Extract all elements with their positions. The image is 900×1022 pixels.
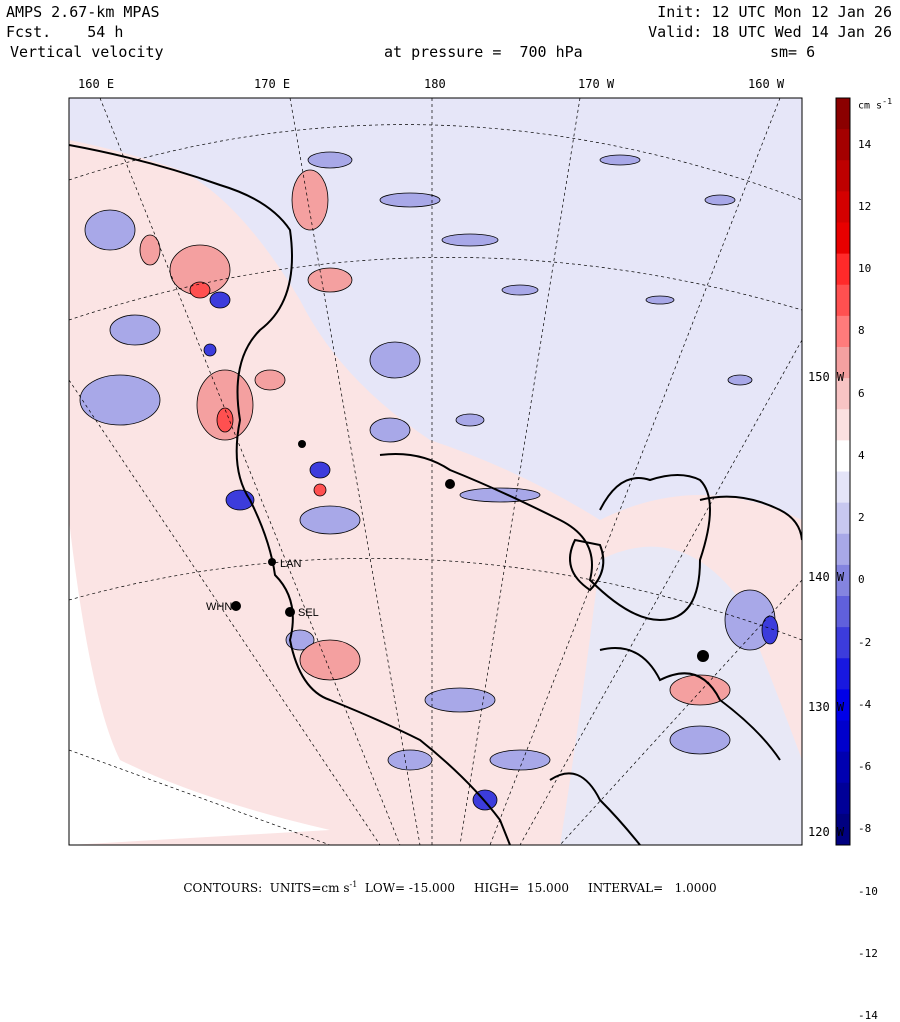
contour-info: CONTOURS: UNITS=cm s-1 LOW= -15.000 HIGH… [183, 880, 717, 895]
colorbar-swatch [836, 347, 850, 379]
station-label-whn: WHN [206, 601, 232, 613]
lat-label-140w: 140 W [808, 570, 845, 584]
colorbar-swatch [836, 782, 850, 815]
colorbar-units: cm s-1 [858, 96, 893, 112]
colorbar-swatch [836, 440, 850, 472]
colorbar-tick-label: -4 [858, 697, 872, 711]
colorbar-tick-label: 2 [858, 511, 865, 525]
colorbar-tick-label: -14 [858, 1009, 878, 1022]
lon-label-180: 180 [424, 77, 446, 91]
colorbar-tick-label: 6 [858, 386, 865, 400]
station-label-sel: SEL [298, 607, 319, 619]
colorbar-tick-label: -6 [858, 760, 872, 774]
station-label-lan: LAN [280, 558, 301, 570]
station-markers [231, 440, 709, 662]
colorbar-swatch [836, 720, 850, 753]
colorbar-tick-label: -10 [858, 884, 878, 898]
map-field: LAN WHN SEL [69, 98, 802, 845]
colorbar-swatch [836, 191, 850, 223]
colorbar-swatch [836, 502, 850, 535]
station-dot-sel [285, 607, 295, 617]
colorbar-tick-label: -12 [858, 946, 878, 960]
smoothing: sm= 6 [770, 43, 816, 61]
graticule [69, 98, 802, 845]
colorbar-swatch [836, 98, 850, 130]
lon-label-160w: 160 W [748, 77, 785, 91]
colorbar-swatch [836, 627, 850, 659]
init-time: Init: 12 UTC Mon 12 Jan 26 [657, 3, 892, 21]
colorbar-swatch [836, 160, 850, 192]
lat-label-120w: 120 W [808, 825, 845, 839]
colorbar-swatch [836, 284, 850, 317]
station-dot-north [298, 440, 306, 448]
lon-label-160e: 160 E [78, 77, 115, 91]
colorbar-tick-label: -2 [858, 635, 872, 649]
colorbar-tick-label: 0 [858, 573, 865, 587]
colorbar-tick-label: 12 [858, 199, 872, 213]
model-title: AMPS 2.67-km MPAS [6, 3, 160, 21]
strong-up-cores [189, 281, 327, 497]
colorbar-swatch [836, 253, 850, 286]
colorbar-swatch [836, 564, 850, 597]
colorbar-swatch [836, 533, 850, 566]
colorbar-frame [835, 97, 851, 846]
forecast-hour: Fcst. 54 h [6, 23, 124, 41]
station-dot-lan [268, 558, 276, 566]
vertical-velocity-map: LAN WHN SEL [68, 97, 851, 846]
ice-region [69, 520, 330, 845]
colorbar-tick-label: 14 [858, 137, 872, 151]
lon-label-170e: 170 E [254, 77, 291, 91]
colorbar [836, 98, 850, 846]
red-contours [139, 169, 731, 706]
plot-frame [68, 97, 803, 846]
lat-label-130w: 130 W [808, 700, 845, 714]
field-name: Vertical velocity [10, 43, 164, 61]
colorbar-swatch [836, 596, 850, 628]
colorbar-swatch [836, 751, 850, 784]
ocean-region [69, 98, 802, 520]
coastline [69, 144, 802, 845]
blue-contours [79, 151, 776, 771]
colorbar-swatch [836, 689, 850, 721]
colorbar-tick-label: 8 [858, 324, 865, 338]
colorbar-swatch [836, 813, 850, 846]
colorbar-swatch [836, 658, 850, 690]
colorbar-swatch [836, 471, 850, 504]
colorbar-swatch [836, 378, 850, 410]
colorbar-tick-label: 10 [858, 262, 872, 276]
colorbar-tick-label: -8 [858, 822, 872, 836]
station-dot-east [697, 650, 709, 662]
lon-label-170w: 170 W [578, 77, 615, 91]
lat-label-150w: 150 W [808, 370, 845, 384]
colorbar-tick-label: 4 [858, 448, 865, 462]
colorbar-swatch [836, 129, 850, 161]
valid-time: Valid: 18 UTC Wed 14 Jan 26 [648, 23, 892, 41]
colorbar-swatch [836, 409, 850, 441]
colorbar-swatch [836, 222, 850, 255]
station-dot-whn [231, 601, 241, 611]
station-dot-ross [445, 479, 455, 489]
colorbar-swatch [836, 315, 850, 348]
pressure-level: at pressure = 700 hPa [384, 43, 583, 61]
